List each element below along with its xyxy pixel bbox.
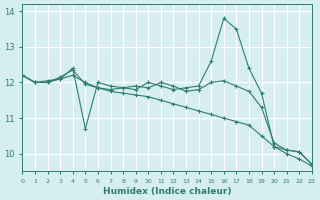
X-axis label: Humidex (Indice chaleur): Humidex (Indice chaleur) bbox=[103, 187, 231, 196]
